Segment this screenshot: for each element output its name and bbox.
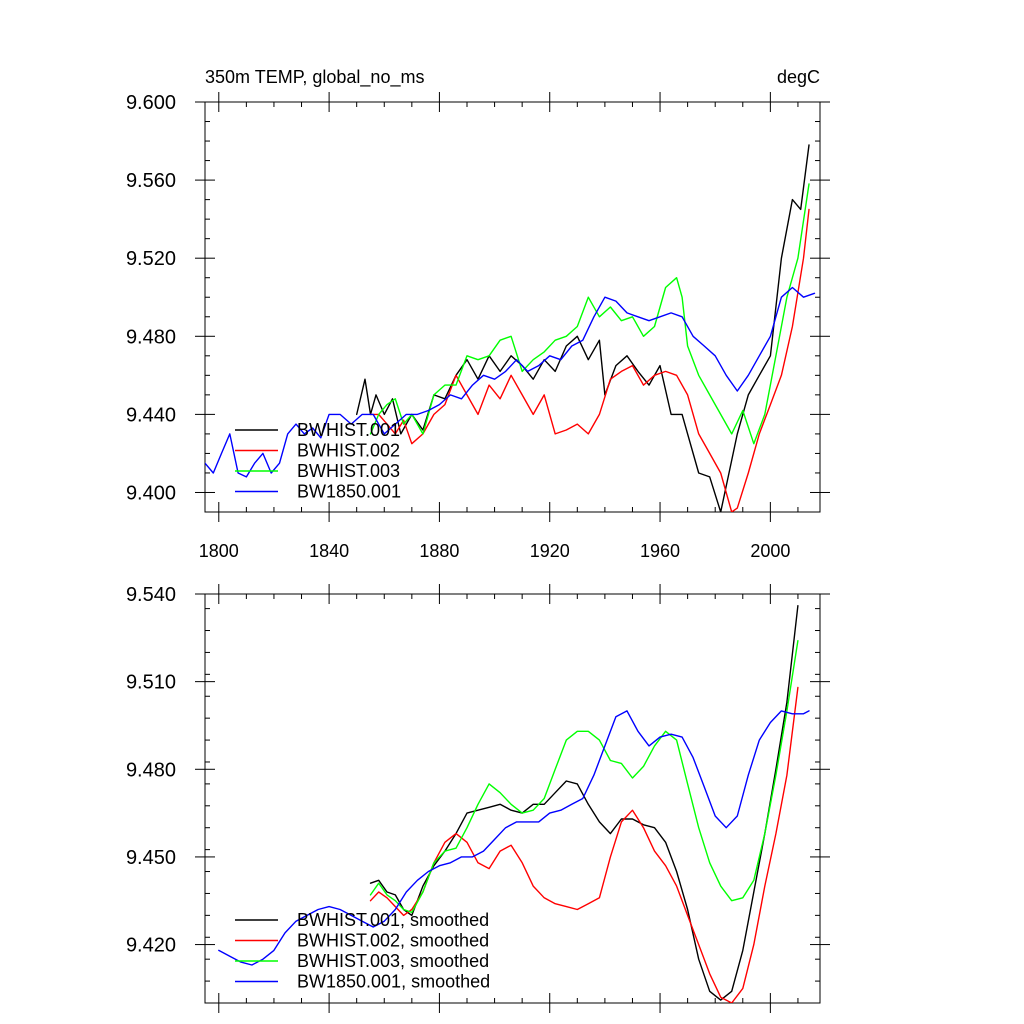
top-chart-panel: 1800 1840 1880 1920 1960 2000 9.400 9.440 9.480 9… <box>126 92 830 561</box>
top-x-tick-label: 1920 <box>530 541 570 561</box>
bottom-legend-label: BWHIST.001, smoothed <box>297 910 489 930</box>
top-y-tick-label: 9.480 <box>126 326 176 348</box>
top-x-tick-label: 1840 <box>309 541 349 561</box>
top-series-line-4 <box>205 286 816 478</box>
top-chart-title: 350m TEMP, global_no_ms <box>205 67 424 88</box>
top-legend-label: BW1850.001 <box>297 482 401 502</box>
top-y-tick-label: 9.520 <box>126 248 176 270</box>
bottom-legend-label: BWHIST.002, smoothed <box>297 931 489 951</box>
bottom-series-line-3 <box>369 640 799 914</box>
bottom-legend-label: BW1850.001, smoothed <box>297 972 490 992</box>
bottom-y-tick-label: 9.540 <box>126 584 176 606</box>
top-y-tick-label: 9.600 <box>126 92 176 114</box>
top-plot-frame <box>204 101 821 513</box>
top-series-line-3 <box>369 183 810 445</box>
bottom-chart-panel: 9.420 9.450 9.480 9.510 9.540 BWHIST.001, smo… <box>126 584 830 1013</box>
bottom-plot-frame <box>204 593 821 1004</box>
top-y-tick-label: 9.560 <box>126 170 176 192</box>
top-y-tick-label: 9.400 <box>126 482 176 504</box>
top-legend-label: BWHIST.003 <box>297 461 400 481</box>
top-series-line-1 <box>356 144 810 512</box>
top-chart-units: degC <box>777 67 820 87</box>
top-series-line-2 <box>369 208 810 512</box>
top-x-tick-label: 1960 <box>640 541 680 561</box>
bottom-legend-label: BWHIST.003, smoothed <box>297 951 489 971</box>
top-x-tick-label: 1800 <box>199 541 239 561</box>
bottom-y-tick-label: 9.510 <box>126 672 176 694</box>
top-legend-label: BWHIST.002 <box>297 441 400 461</box>
bottom-y-tick-label: 9.480 <box>126 759 176 781</box>
top-legend-label: BWHIST.001 <box>297 420 400 440</box>
bottom-series-line-4 <box>218 710 810 966</box>
top-x-tick-label: 1880 <box>419 541 459 561</box>
bottom-y-tick-label: 9.450 <box>126 847 176 869</box>
top-x-tick-label: 2000 <box>750 541 790 561</box>
bottom-y-tick-label: 9.420 <box>126 935 176 957</box>
top-y-tick-label: 9.440 <box>126 404 176 426</box>
